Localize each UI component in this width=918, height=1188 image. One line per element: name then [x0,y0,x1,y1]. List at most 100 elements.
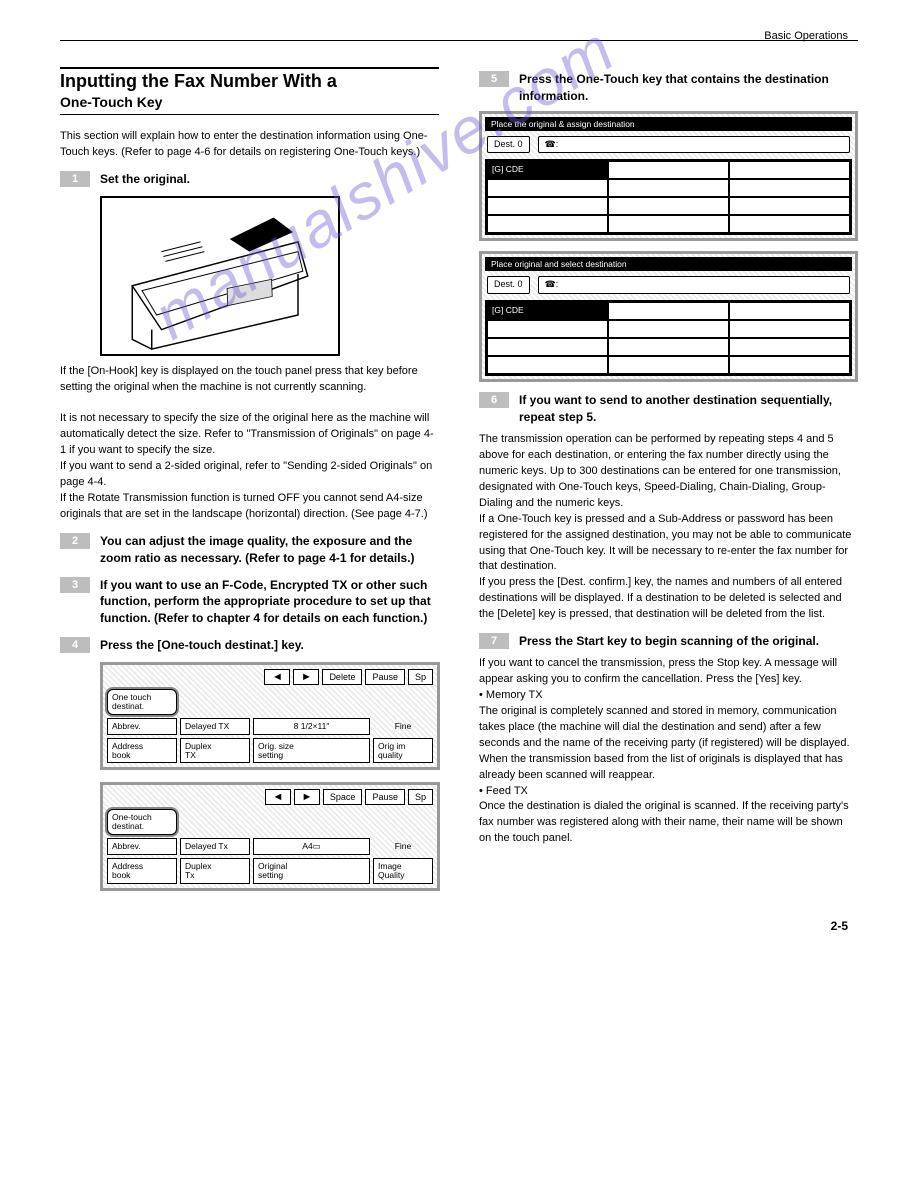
space-button[interactable]: Space [323,789,363,805]
paper-size-label: A4▭ [253,838,370,855]
dest-cell[interactable] [729,197,850,215]
printer-illustration [100,196,340,356]
step-5-num: 5 [479,71,509,87]
dest-cell-selected[interactable]: [G] CDE [487,302,608,320]
touch-panel-a: ◄ ► Delete Pause Sp One touch destinat. … [100,662,440,771]
abbrev-button[interactable]: Abbrev. [107,718,177,735]
dest-b-grid: [G] CDE [485,300,852,376]
step-4-text: Press the [One-touch destinat.] key. [100,637,304,654]
page-header-label: Basic Operations [764,30,848,42]
original-setting-button[interactable]: Original setting [253,858,370,884]
delayed-tx-button[interactable]: Delayed Tx [180,838,250,855]
duplex-tx-button[interactable]: Duplex TX [180,738,250,764]
destination-panel-a: Place the original & assign destination … [479,111,858,242]
sp-button[interactable]: Sp [408,789,433,805]
orig-quality-button[interactable]: Orig im quality [373,738,433,764]
step-2-text: You can adjust the image quality, the ex… [100,533,439,567]
dest-cell[interactable] [729,179,850,197]
dest-cell[interactable] [608,356,729,374]
step-7-num: 7 [479,633,509,649]
step-2: 2 You can adjust the image quality, the … [60,533,439,567]
one-touch-button[interactable]: One touch destinat. [107,689,177,715]
dest-cell[interactable] [729,161,850,179]
dest-cell[interactable] [608,302,729,320]
step-3: 3 If you want to use an F-Code, Encrypte… [60,577,439,627]
delayed-tx-button[interactable]: Delayed TX [180,718,250,735]
dest-cell[interactable] [729,302,850,320]
columns: Inputting the Fax Number With a One-Touc… [60,61,858,903]
right-arrow-button[interactable]: ► [293,669,319,685]
step-4-num: 4 [60,637,90,653]
dest-cell[interactable] [608,197,729,215]
tp-b-top: ◄ ► Space Pause Sp [107,789,433,805]
dest-b-top: Dest. 0 ☎: [485,274,852,296]
duplex-tx-button[interactable]: Duplex Tx [180,858,250,884]
dest-cell[interactable] [487,215,608,233]
page-number: 2-5 [831,919,848,933]
dest-cell[interactable] [608,161,729,179]
left-column: Inputting the Fax Number With a One-Touc… [60,61,439,903]
dest-a-top: Dest. 0 ☎: [485,134,852,156]
delete-button[interactable]: Delete [322,669,362,685]
memo-3-body: If you want to cancel the transmission, … [479,656,858,847]
dest-count-button[interactable]: Dest. 0 [487,276,530,294]
paper-size-label: 8 1/2×11" [253,718,370,735]
orig-size-button[interactable]: Orig. size setting [253,738,370,764]
dest-cell[interactable] [729,320,850,338]
dest-cell-selected[interactable]: [G] CDE [487,161,608,179]
address-book-button[interactable]: Address book [107,738,177,764]
pause-button[interactable]: Pause [365,789,405,805]
fine-label: Fine [373,718,433,735]
left-arrow-button[interactable]: ◄ [264,669,290,685]
address-book-button[interactable]: Address book [107,858,177,884]
tp-b-grid: One-touch destinat. Abbrev. Delayed Tx A… [107,809,433,884]
note-2-body: The transmission operation can be perfor… [479,432,858,623]
tp-a-grid: One touch destinat. Abbrev. Delayed TX 8… [107,689,433,764]
dest-cell[interactable] [608,179,729,197]
dest-cell[interactable] [729,215,850,233]
page: manualshive.com Basic Operations Inputti… [0,0,918,963]
step-5: 5 Press the One-Touch key that contains … [479,71,858,105]
pause-button[interactable]: Pause [365,669,405,685]
dest-cell[interactable] [487,179,608,197]
right-arrow-button[interactable]: ► [294,789,320,805]
step-7-text: Press the Start key to begin scanning of… [519,633,819,650]
step-6-num: 6 [479,392,509,408]
step-4: 4 Press the [One-touch destinat.] key. [60,637,439,654]
destination-panel-b: Place original and select destination De… [479,251,858,382]
step-6-text: If you want to send to another destinati… [519,392,858,426]
tp-a-top: ◄ ► Delete Pause Sp [107,669,433,685]
abbrev-button[interactable]: Abbrev. [107,838,177,855]
step-3-text: If you want to use an F-Code, Encrypted … [100,577,439,627]
dest-cell[interactable] [487,197,608,215]
sp-button[interactable]: Sp [408,669,433,685]
dest-a-grid: [G] CDE [485,159,852,235]
dest-cell[interactable] [608,338,729,356]
dest-count-button[interactable]: Dest. 0 [487,136,530,154]
step-1-text: Set the original. [100,171,190,188]
memo-1-body: If the [On-Hook] key is displayed on the… [60,364,439,523]
one-touch-button[interactable]: One-touch destinat. [107,809,177,835]
step-1: 1 Set the original. [60,171,439,188]
dest-cell[interactable] [608,215,729,233]
section-title: Inputting the Fax Number With a [60,67,439,92]
top-divider [60,40,858,41]
dest-b-header: Place original and select destination [485,257,852,271]
step-7: 7 Press the Start key to begin scanning … [479,633,858,650]
dest-cell[interactable] [487,338,608,356]
dest-cell[interactable] [487,320,608,338]
phone-field[interactable]: ☎: [538,136,850,154]
dest-cell[interactable] [729,356,850,374]
image-quality-button[interactable]: Image Quality [373,858,433,884]
section-subtitle: One-Touch Key [60,94,439,115]
right-column: 5 Press the One-Touch key that contains … [479,61,858,903]
step-5-text: Press the One-Touch key that contains th… [519,71,858,105]
intro-text: This section will explain how to enter t… [60,129,439,161]
dest-cell[interactable] [729,338,850,356]
step-6: 6 If you want to send to another destina… [479,392,858,426]
phone-field[interactable]: ☎: [538,276,850,294]
left-arrow-button[interactable]: ◄ [265,789,291,805]
dest-cell[interactable] [608,320,729,338]
fine-label: Fine [373,838,433,855]
dest-cell[interactable] [487,356,608,374]
